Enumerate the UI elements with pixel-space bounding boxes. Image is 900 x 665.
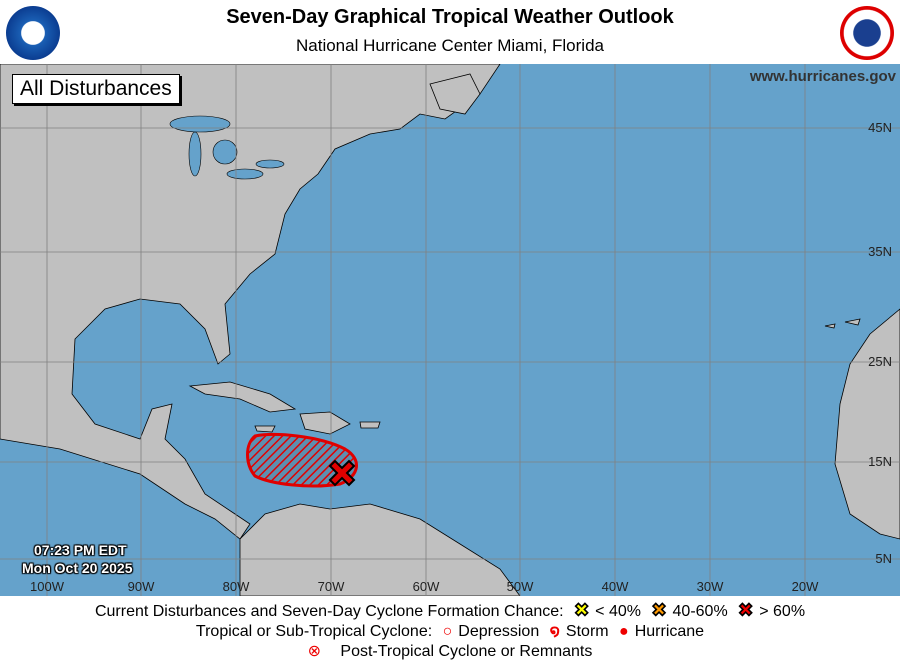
hispaniola (299, 411, 351, 435)
lon-label: 30W (696, 579, 724, 594)
legend-low: < 40% (595, 603, 641, 620)
disturbance-area[interactable] (246, 433, 358, 488)
legend-row-post-tropical: ⊗ Post-Tropical Cyclone or Remnants (0, 641, 900, 661)
north-america (0, 64, 501, 540)
lon-label: 40W (601, 579, 629, 594)
lat-label: 15N (868, 454, 892, 469)
timestamp-date: Mon Oct 20 2025 (22, 560, 133, 576)
puerto-rico (359, 421, 381, 429)
page-subtitle: National Hurricane Center Miami, Florida (295, 36, 604, 55)
newfoundland (429, 73, 481, 115)
post-tropical-icon: ⊗ (307, 643, 322, 660)
lon-label: 100W (30, 579, 64, 594)
lon-label: 90W (127, 579, 155, 594)
legend-row-cyclone: Tropical or Sub-Tropical Cyclone: ○ Depre… (0, 621, 900, 641)
header: Seven-Day Graphical Tropical Weather Out… (0, 0, 900, 64)
yellow-x-icon: ✖ (574, 600, 590, 621)
land (0, 64, 900, 596)
red-x-icon: ✖ (738, 600, 754, 621)
cuba (188, 381, 297, 413)
panel-label: All Disturbances (12, 74, 180, 104)
noaa-logo (6, 6, 60, 60)
lat-label: 35N (868, 244, 892, 259)
canary-islands (824, 318, 861, 329)
page-title: Seven-Day Graphical Tropical Weather Out… (226, 6, 674, 28)
lon-label: 60W (412, 579, 440, 594)
map[interactable] (0, 64, 900, 596)
legend-hurricane: Hurricane (634, 623, 705, 640)
lon-label: 50W (506, 579, 534, 594)
storm-icon: ໑ (549, 623, 560, 640)
africa (834, 308, 900, 540)
legend-medium: 40-60% (672, 603, 728, 620)
timestamp-time: 07:23 PM EDT (34, 542, 127, 558)
lat-label: 25N (868, 354, 892, 369)
legend-post-tropical: Post-Tropical Cyclone or Remnants (340, 643, 593, 660)
nws-logo (840, 6, 894, 60)
disturbance-x-marker[interactable] (328, 459, 356, 487)
lat-label: 5N (875, 551, 892, 566)
legend-label: Current Disturbances and Seven-Day Cyclo… (94, 603, 564, 620)
lon-label: 70W (317, 579, 345, 594)
graticule (0, 64, 900, 596)
south-america (239, 503, 521, 596)
lon-label: 20W (791, 579, 819, 594)
orange-x-icon: ✖ (651, 600, 667, 621)
depression-icon: ○ (442, 623, 453, 640)
legend-high: > 60% (759, 603, 806, 620)
jamaica (254, 425, 276, 433)
lon-label: 80W (222, 579, 250, 594)
legend-depression: Depression (458, 623, 540, 640)
legend-storm: Storm (565, 623, 609, 640)
website-link[interactable]: www.hurricanes.gov (749, 68, 896, 85)
hurricane-icon: ● (619, 623, 629, 640)
legend-label: Tropical or Sub-Tropical Cyclone: (195, 623, 433, 640)
lat-label: 45N (868, 120, 892, 135)
legend-row-formation-chance: Current Disturbances and Seven-Day Cyclo… (0, 600, 900, 621)
